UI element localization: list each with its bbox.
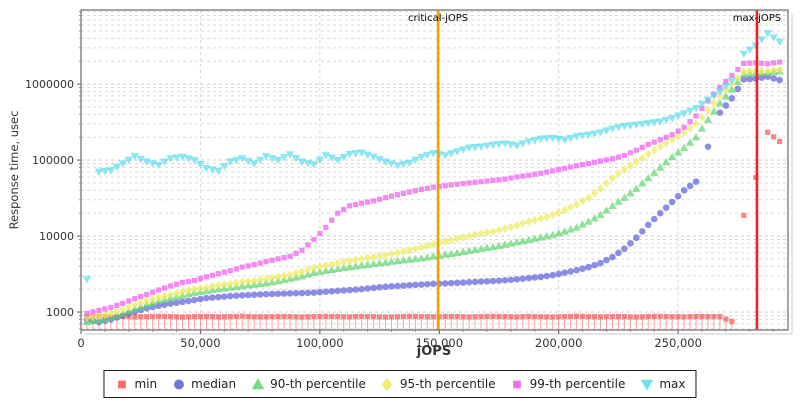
- series-99-th-percentile: [84, 59, 783, 316]
- triangle-down-icon: [640, 379, 654, 391]
- svg-text:100,000: 100,000: [296, 336, 344, 350]
- svg-text:10000: 10000: [39, 230, 74, 243]
- legend-label: 95-th percentile: [399, 377, 496, 391]
- legend-item-90-th-percentile: 90-th percentile: [250, 377, 366, 392]
- legend-label: 99-th percentile: [529, 377, 626, 391]
- svg-text:50,000: 50,000: [180, 336, 220, 350]
- max-jops-label: max-jOPS: [733, 13, 781, 24]
- critical-jops-label: critical-jOPS: [408, 13, 468, 24]
- legend-item-min: min: [114, 377, 157, 392]
- svg-text:150,000: 150,000: [415, 336, 463, 350]
- series-median: [83, 73, 783, 326]
- svg-text:100000: 100000: [32, 154, 74, 167]
- axes: 1000 10000 100000 1000000 0 50,000 100,000 150,…: [25, 11, 775, 350]
- square-icon: [513, 380, 522, 388]
- plot-border: [80, 9, 789, 331]
- legend: min median 90-th percentile 95-th percentil…: [103, 370, 697, 398]
- series-max: [82, 30, 784, 284]
- plot-shadow: [85, 14, 793, 335]
- svg-text:1000000: 1000000: [25, 78, 74, 91]
- svg-text:200,000: 200,000: [535, 336, 583, 350]
- y-axis-title: Response time, usec: [7, 110, 21, 230]
- square-icon: [118, 380, 126, 388]
- triangle-up-icon: [251, 377, 264, 389]
- circle-icon: [173, 379, 184, 389]
- diamond-icon: [382, 377, 393, 391]
- legend-label: 90-th percentile: [270, 377, 366, 391]
- legend-item-median: median: [171, 377, 236, 392]
- legend-label: max: [659, 377, 686, 391]
- legend-label: min: [134, 377, 158, 391]
- x-axis-title: jOPS: [416, 344, 452, 359]
- legend-label: median: [191, 377, 237, 391]
- series-95-th-percentile: [83, 65, 784, 323]
- max-jops-line: max-jOPS: [733, 10, 781, 330]
- plot-area: 1000 10000 100000 1000000 0 50,000 100,000 150,…: [25, 9, 793, 350]
- svg-text:250,000: 250,000: [654, 336, 702, 350]
- critical-jops-line: critical-jOPS: [408, 10, 468, 330]
- legend-item-max: max: [639, 377, 686, 392]
- svg-text:1000: 1000: [46, 306, 74, 319]
- legend-item-95-th-percentile: 95-th percentile: [380, 377, 496, 392]
- svg-text:0: 0: [77, 336, 84, 350]
- legend-item-99-th-percentile: 99-th percentile: [510, 377, 626, 392]
